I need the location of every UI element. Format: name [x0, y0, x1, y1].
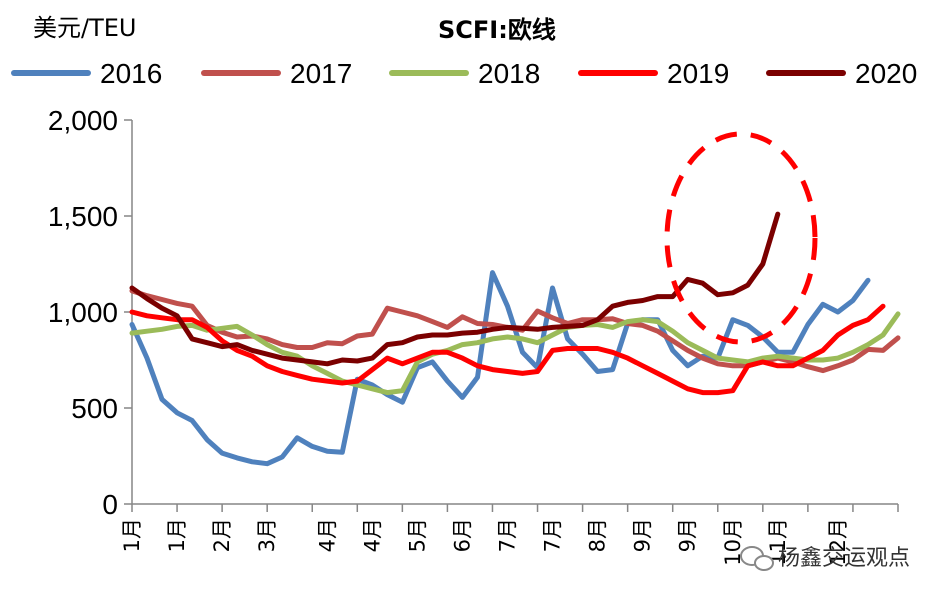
legend-label: 2016 [100, 58, 162, 89]
legend-item-2017: 2017 [201, 58, 352, 89]
legend-label: 2017 [290, 58, 352, 89]
highlight-ellipse [664, 131, 818, 345]
legend: 2016 2017 2018 2019 2020 [11, 58, 917, 89]
legend-item-2020: 2020 [766, 58, 917, 89]
y-tick-label: 0 [102, 489, 118, 520]
y-tick-label: 1,000 [48, 297, 118, 328]
series-line-2016 [129, 270, 871, 467]
x-tick-label: 9月 [631, 518, 655, 552]
chart-title: SCFI:欧线 [438, 16, 556, 44]
legend-label: 2018 [478, 58, 540, 89]
x-tick-label: 6月 [450, 518, 474, 552]
watermark-text: 杨鑫交运观点 [778, 546, 910, 571]
x-tick-label: 7月 [541, 518, 565, 552]
y-tick-label: 500 [71, 393, 118, 424]
y-axis: 0 500 1,000 1,500 2,000 [48, 105, 133, 520]
x-tick-label: 4月 [315, 518, 339, 552]
y-unit-label: 美元/TEU [33, 14, 136, 42]
x-tick-label: 8月 [586, 518, 610, 552]
watermark: 杨鑫交运观点 [740, 546, 910, 571]
series-line-2020 [129, 211, 781, 367]
series-line-2019 [129, 303, 886, 396]
series-line-2018 [129, 311, 901, 396]
legend-item-2019: 2019 [578, 58, 729, 89]
wechat-icon [740, 546, 774, 571]
legend-item-2016: 2016 [11, 58, 162, 89]
x-tick-label: 1月 [165, 518, 189, 552]
x-tick-label: 1月 [120, 518, 144, 552]
x-axis: 1月 1月 2月 3月 4月 4月 5月 6月 7月 7月 8月 9月 9月 10月 11月 12月 [120, 503, 899, 566]
x-tick-label: 9月 [676, 518, 700, 552]
x-tick-label: 3月 [255, 518, 279, 552]
legend-item-2018: 2018 [389, 58, 540, 89]
x-tick-label: 12月 [826, 518, 850, 566]
y-tick-label: 1,500 [48, 201, 118, 232]
x-tick-label: 4月 [360, 518, 384, 552]
y-tick-label: 2,000 [48, 105, 118, 136]
plot-area [129, 211, 901, 467]
x-tick-label: 5月 [405, 518, 429, 552]
legend-label: 2019 [667, 58, 729, 89]
x-tick-label: 7月 [495, 518, 519, 552]
x-tick-label: 2月 [210, 518, 234, 552]
legend-label: 2020 [855, 58, 917, 89]
